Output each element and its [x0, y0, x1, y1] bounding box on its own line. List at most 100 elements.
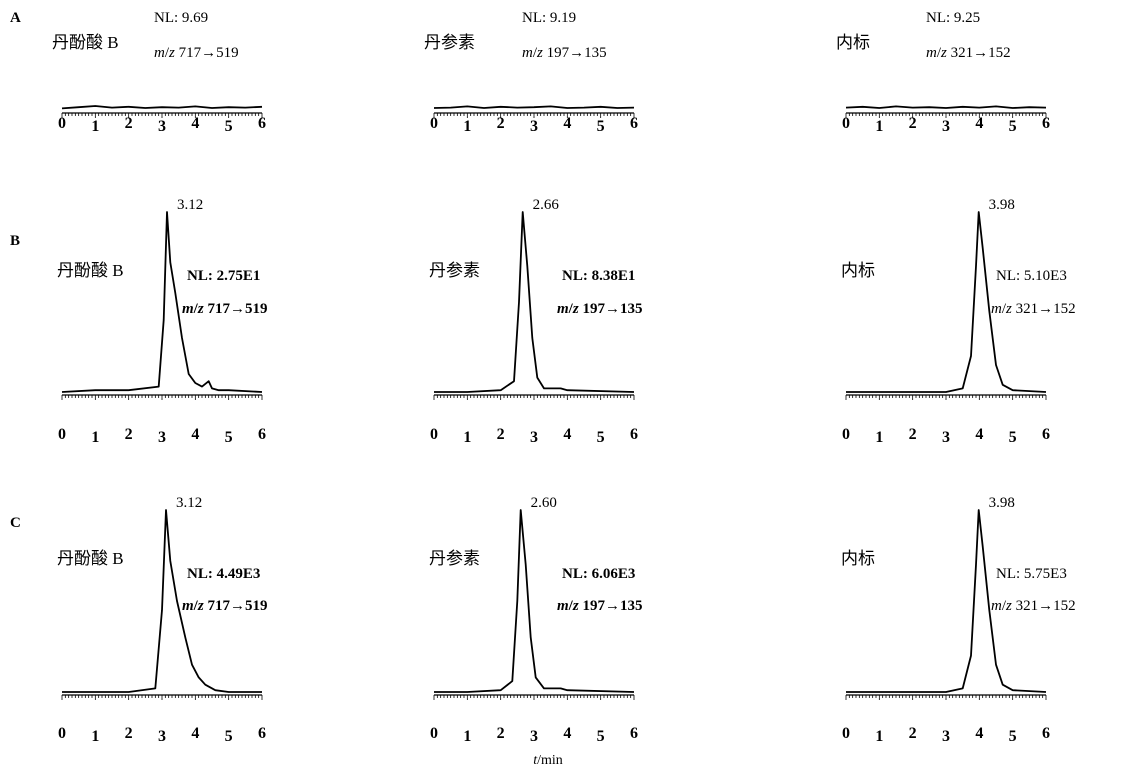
chromatogram-trace — [434, 211, 635, 393]
mz-transition-label: m/z 197→135 — [557, 598, 642, 614]
x-tick-label: 3 — [530, 728, 538, 745]
x-tick-label: 6 — [258, 426, 266, 443]
chromatogram-trace — [434, 509, 635, 693]
row-label-a: A — [10, 10, 21, 26]
x-tick-label: 0 — [58, 725, 66, 742]
nl-label: NL: 9.25 — [926, 10, 980, 26]
chromatogram-trace — [845, 105, 1047, 109]
x-tick-label: 6 — [630, 115, 638, 132]
x-tick-label: 0 — [58, 115, 66, 132]
compound-name-label: 丹酚酸 B — [57, 261, 124, 280]
x-tick-label: 2 — [125, 115, 133, 132]
x-tick-label: 0 — [58, 426, 66, 443]
x-tick-label: 0 — [430, 725, 438, 742]
x-tick-label: 4 — [563, 725, 571, 742]
x-tick-label: 5 — [1009, 728, 1017, 745]
panel-c2: 0 1 2 3 4 5 6 2.60 丹参素 NL: 6.06E3 — [429, 495, 638, 745]
x-tick-label: 3 — [530, 118, 538, 135]
x-tick-label: 0 — [842, 426, 850, 443]
x-tick-label: 3 — [158, 429, 166, 446]
peak-retention-label: 3.98 — [989, 197, 1015, 213]
nl-label: NL: 2.75E1 — [187, 268, 260, 284]
x-tick-label: 5 — [597, 118, 605, 135]
x-tick-label: 5 — [225, 728, 233, 745]
peak-retention-label: 3.12 — [176, 495, 202, 511]
panel-a2: 0 1 2 3 4 5 6 丹参素 NL: 9.19 — [424, 10, 638, 135]
mz-transition-label: m/z 717→519 — [182, 301, 267, 317]
peak-retention-label: 2.66 — [533, 197, 560, 213]
x-tick-label: 4 — [563, 426, 571, 443]
nl-label: NL: 9.69 — [154, 10, 208, 26]
compound-name-label: 丹参素 — [424, 33, 475, 52]
x-tick-label: 2 — [909, 725, 917, 742]
compound-name-label: 内标 — [841, 549, 875, 568]
x-axis-title: t/min — [533, 753, 563, 768]
x-tick-label: 6 — [630, 725, 638, 742]
compound-name-label: 丹酚酸 B — [52, 33, 119, 52]
x-tick-label: 2 — [909, 115, 917, 132]
mz-transition-label: m/z 197→135 — [522, 45, 607, 61]
x-tick-label: 2 — [497, 725, 505, 742]
x-tick-label: 2 — [125, 426, 133, 443]
mz-transition-label: m/z 197→135 — [557, 301, 642, 317]
mz-transition-label: m/z 321→152 — [926, 45, 1011, 61]
panel-c1: C 0 1 2 3 4 5 6 3.12 丹酚酸 B NL: 4.49E3 — [10, 495, 266, 745]
compound-name-label: 丹参素 — [429, 261, 480, 280]
x-tick-label: 4 — [975, 725, 983, 742]
x-tick-label: 2 — [909, 426, 917, 443]
x-tick-label: 6 — [1042, 725, 1050, 742]
x-tick-label: 6 — [258, 725, 266, 742]
x-tick-label: 6 — [1042, 426, 1050, 443]
mz-transition-label: m/z 321→152 — [991, 598, 1076, 614]
chromatogram-trace — [61, 105, 263, 110]
x-tick-label: 0 — [842, 725, 850, 742]
x-tick-label: 1 — [463, 728, 471, 745]
panel-c3: 0 1 2 3 4 5 6 3.98 内标 NL: 5.75E3 — [841, 495, 1067, 745]
x-tick-label: 1 — [875, 728, 883, 745]
x-tick-label: 5 — [225, 429, 233, 446]
x-tick-label: 5 — [597, 728, 605, 745]
nl-label: NL: 4.49E3 — [187, 566, 260, 582]
row-label-b: B — [10, 233, 20, 249]
x-tick-label: 3 — [942, 429, 950, 446]
x-tick-label: 1 — [91, 429, 99, 446]
compound-name-label: 内标 — [836, 33, 870, 52]
mz-transition-label: m/z 717→519 — [154, 45, 239, 61]
panel-b2: 0 1 2 3 4 5 6 2.66 丹参素 NL: 8.38E1 — [429, 197, 638, 446]
x-tick-label: 5 — [225, 118, 233, 135]
x-tick-label: 3 — [942, 728, 950, 745]
x-tick-label: 4 — [191, 115, 199, 132]
x-tick-label: 4 — [563, 115, 571, 132]
x-tick-label: 1 — [463, 429, 471, 446]
x-tick-label: 5 — [597, 429, 605, 446]
compound-name-label: 内标 — [841, 261, 875, 280]
panel-a1: A 0 1 2 3 4 5 6 丹酚酸 B NL: 9.69 — [10, 10, 266, 135]
panel-b3: 0 1 2 3 4 5 6 3.98 内标 NL: 5.10E3 — [841, 197, 1067, 446]
x-tick-label: 3 — [158, 728, 166, 745]
x-tick-label: 0 — [430, 115, 438, 132]
chromatogram-trace — [62, 509, 262, 693]
nl-label: NL: 5.10E3 — [996, 268, 1067, 284]
row-label-c: C — [10, 515, 21, 531]
x-tick-label: 4 — [975, 426, 983, 443]
x-tick-label: 1 — [91, 118, 99, 135]
x-tick-label: 3 — [158, 118, 166, 135]
panel-b1: B 0 1 2 3 4 5 6 3.12 丹酚酸 B NL: 2.75E1 — [10, 197, 266, 446]
x-tick-label: 2 — [497, 426, 505, 443]
x-tick-label: 0 — [430, 426, 438, 443]
x-tick-label: 1 — [875, 429, 883, 446]
chromatogram-trace — [433, 105, 635, 109]
chromatogram-trace — [61, 211, 263, 393]
nl-label: NL: 6.06E3 — [562, 566, 635, 582]
nl-label: NL: 8.38E1 — [562, 268, 635, 284]
x-tick-label: 3 — [530, 429, 538, 446]
x-tick-label: 2 — [497, 115, 505, 132]
x-tick-label: 5 — [1009, 429, 1017, 446]
peak-retention-label: 3.12 — [177, 197, 203, 213]
panel-a3: 0 1 2 3 4 5 6 内标 NL: 9.25 — [836, 10, 1050, 135]
compound-name-label: 丹参素 — [429, 549, 480, 568]
x-tick-label: 4 — [191, 426, 199, 443]
x-tick-label: 1 — [91, 728, 99, 745]
nl-label: NL: 9.19 — [522, 10, 576, 26]
